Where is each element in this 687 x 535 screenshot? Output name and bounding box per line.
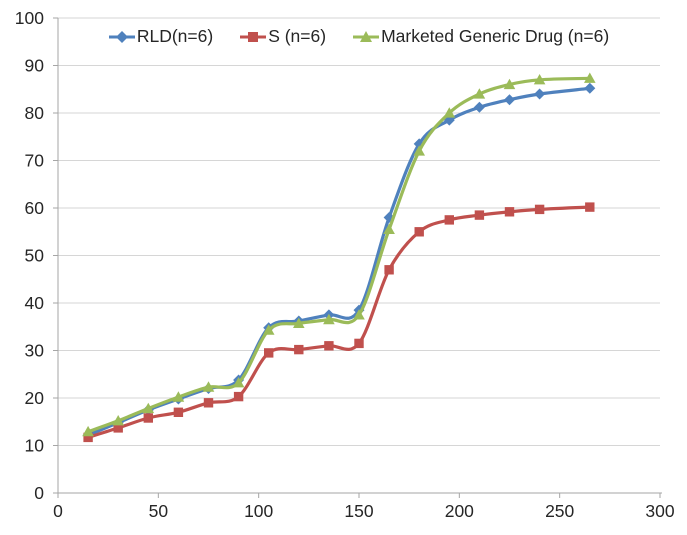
data-point-marker-1 bbox=[233, 391, 244, 402]
data-point-marker-2 bbox=[584, 72, 596, 83]
data-point-marker-2 bbox=[473, 88, 486, 99]
data-point-marker-2 bbox=[413, 145, 425, 156]
y-tick-label: 10 bbox=[25, 436, 45, 456]
data-point-marker-1 bbox=[143, 413, 153, 423]
data-point-marker-2 bbox=[293, 317, 305, 328]
data-point-marker-2 bbox=[172, 391, 185, 402]
data-point-marker-1 bbox=[444, 215, 454, 225]
y-tick-label: 20 bbox=[25, 388, 45, 408]
data-point-marker-2 bbox=[323, 313, 335, 325]
data-point-marker-2 bbox=[142, 402, 155, 414]
data-point-marker-1 bbox=[474, 210, 485, 220]
series-line-0 bbox=[86, 86, 592, 437]
x-tick-label: 50 bbox=[149, 501, 169, 521]
data-point-marker-1 bbox=[534, 204, 545, 215]
data-point-marker-1 bbox=[203, 398, 214, 408]
data-point-marker-1 bbox=[354, 338, 364, 349]
data-point-marker-1 bbox=[414, 227, 424, 237]
x-tick-label: 0 bbox=[53, 501, 63, 521]
y-tick-label: 40 bbox=[25, 293, 45, 313]
data-point-marker-2 bbox=[443, 107, 456, 118]
data-point-marker-1 bbox=[113, 423, 123, 433]
data-point-marker-2 bbox=[353, 309, 365, 320]
data-point-marker-0 bbox=[584, 82, 596, 94]
data-point-marker-2 bbox=[503, 78, 516, 90]
y-tick-label: 0 bbox=[34, 483, 44, 503]
y-tick-label: 100 bbox=[15, 8, 44, 28]
x-tick-label: 100 bbox=[244, 501, 273, 521]
series-line-2 bbox=[86, 76, 592, 434]
y-tick-label: 50 bbox=[25, 246, 45, 266]
data-point-marker-2 bbox=[262, 324, 275, 335]
x-tick-label: 300 bbox=[645, 501, 674, 521]
data-point-marker-1 bbox=[384, 265, 394, 275]
data-point-marker-1 bbox=[173, 407, 184, 417]
data-point-marker-1 bbox=[504, 207, 515, 217]
data-point-marker-2 bbox=[533, 74, 546, 85]
y-tick-label: 60 bbox=[25, 198, 45, 218]
data-point-marker-2 bbox=[112, 415, 124, 426]
data-point-marker-0 bbox=[473, 101, 485, 113]
data-point-marker-2 bbox=[383, 223, 395, 234]
y-tick-label: 30 bbox=[25, 341, 45, 361]
data-point-marker-1 bbox=[294, 344, 304, 355]
data-point-marker-1 bbox=[83, 432, 93, 443]
data-point-marker-1 bbox=[585, 202, 595, 212]
data-point-marker-0 bbox=[504, 94, 515, 106]
y-tick-label: 80 bbox=[25, 103, 45, 123]
x-tick-label: 150 bbox=[344, 501, 373, 521]
data-point-marker-2 bbox=[202, 381, 215, 392]
data-point-marker-1 bbox=[264, 348, 274, 358]
x-tick-label: 250 bbox=[545, 501, 574, 521]
data-point-marker-2 bbox=[232, 377, 245, 388]
y-tick-label: 90 bbox=[25, 56, 45, 76]
y-tick-label: 70 bbox=[25, 151, 45, 171]
data-point-marker-1 bbox=[324, 341, 334, 351]
x-tick-label: 200 bbox=[445, 501, 474, 521]
data-point-marker-0 bbox=[534, 88, 546, 100]
data-point-marker-2 bbox=[82, 425, 94, 437]
